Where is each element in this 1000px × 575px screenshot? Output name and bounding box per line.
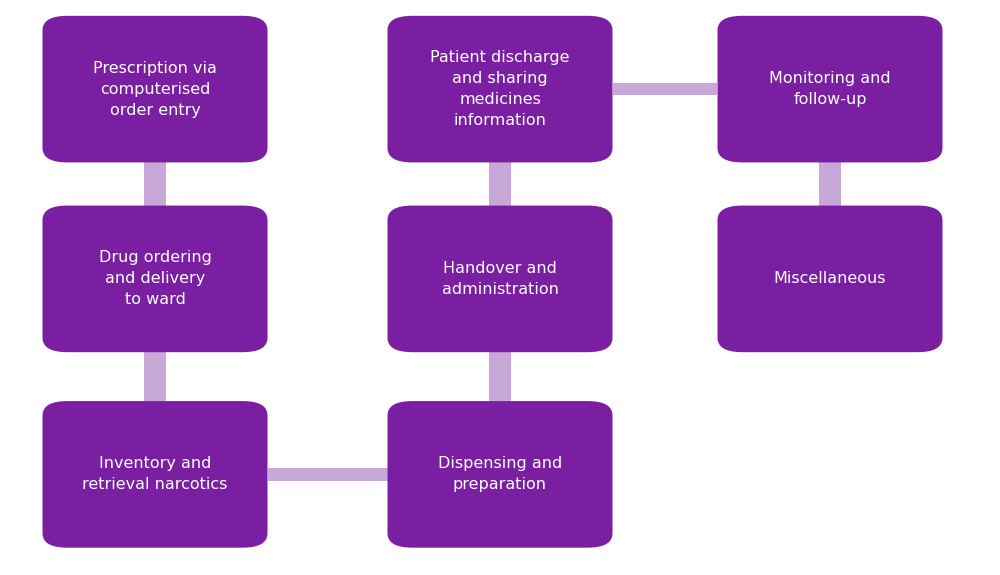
FancyBboxPatch shape: [144, 162, 166, 205]
FancyBboxPatch shape: [42, 401, 268, 547]
FancyBboxPatch shape: [819, 162, 841, 205]
Text: Inventory and
retrieval narcotics: Inventory and retrieval narcotics: [82, 457, 228, 492]
FancyBboxPatch shape: [489, 162, 511, 205]
FancyBboxPatch shape: [388, 401, 612, 547]
FancyBboxPatch shape: [717, 205, 942, 352]
FancyBboxPatch shape: [42, 16, 268, 162]
FancyBboxPatch shape: [144, 352, 166, 401]
FancyBboxPatch shape: [268, 468, 388, 481]
Text: Prescription via
computerised
order entry: Prescription via computerised order entr…: [93, 60, 217, 118]
FancyBboxPatch shape: [42, 205, 268, 352]
Text: Miscellaneous: Miscellaneous: [774, 271, 886, 286]
Text: Patient discharge
and sharing
medicines
information: Patient discharge and sharing medicines …: [430, 50, 570, 128]
Text: Monitoring and
follow-up: Monitoring and follow-up: [769, 71, 891, 107]
FancyBboxPatch shape: [489, 352, 511, 401]
Text: Drug ordering
and delivery
to ward: Drug ordering and delivery to ward: [99, 250, 211, 308]
FancyBboxPatch shape: [612, 83, 717, 95]
FancyBboxPatch shape: [717, 16, 942, 162]
FancyBboxPatch shape: [388, 205, 612, 352]
Text: Handover and
administration: Handover and administration: [442, 261, 558, 297]
FancyBboxPatch shape: [388, 16, 612, 162]
Text: Dispensing and
preparation: Dispensing and preparation: [438, 457, 562, 492]
